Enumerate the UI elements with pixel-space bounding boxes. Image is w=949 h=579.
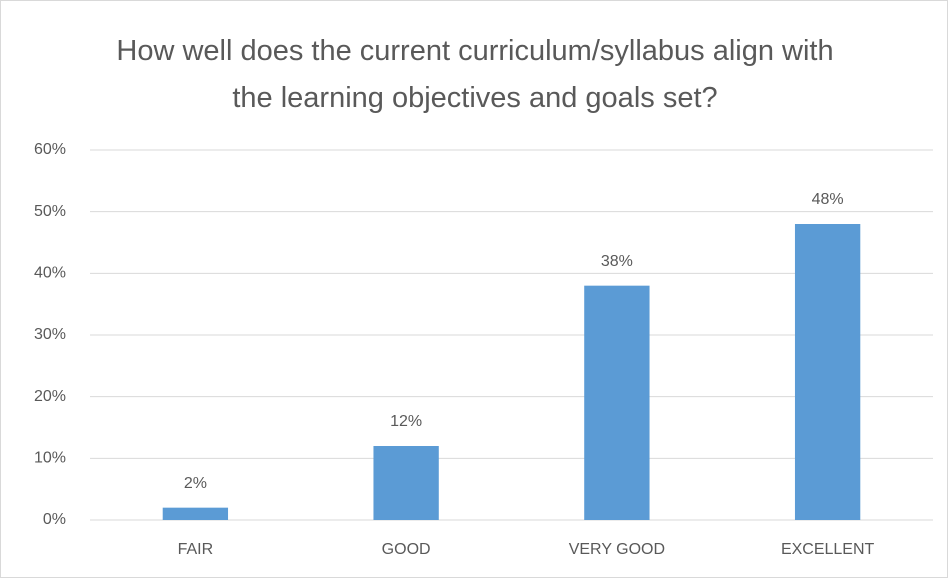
chart-title: How well does the current curriculum/syl… (116, 35, 834, 114)
y-tick-label: 60% (34, 141, 66, 158)
y-tick-label: 0% (43, 511, 66, 528)
data-label: 12% (390, 413, 422, 430)
data-label: 38% (601, 253, 633, 270)
bar (162, 507, 229, 520)
y-tick-label: 20% (34, 388, 66, 405)
data-label: 48% (812, 191, 844, 208)
x-tick-label: EXCELLENT (781, 541, 875, 558)
y-tick-label: 30% (34, 326, 66, 343)
x-tick-label: FAIR (178, 541, 214, 558)
y-tick-label: 40% (34, 265, 66, 282)
y-tick-label: 10% (34, 450, 66, 467)
bar (794, 224, 861, 520)
bar (584, 285, 650, 520)
data-label: 2% (184, 475, 207, 492)
y-tick-label: 50% (34, 203, 66, 220)
x-tick-label: VERY GOOD (569, 541, 665, 558)
x-tick-label: GOOD (382, 541, 431, 558)
bar (373, 446, 439, 520)
